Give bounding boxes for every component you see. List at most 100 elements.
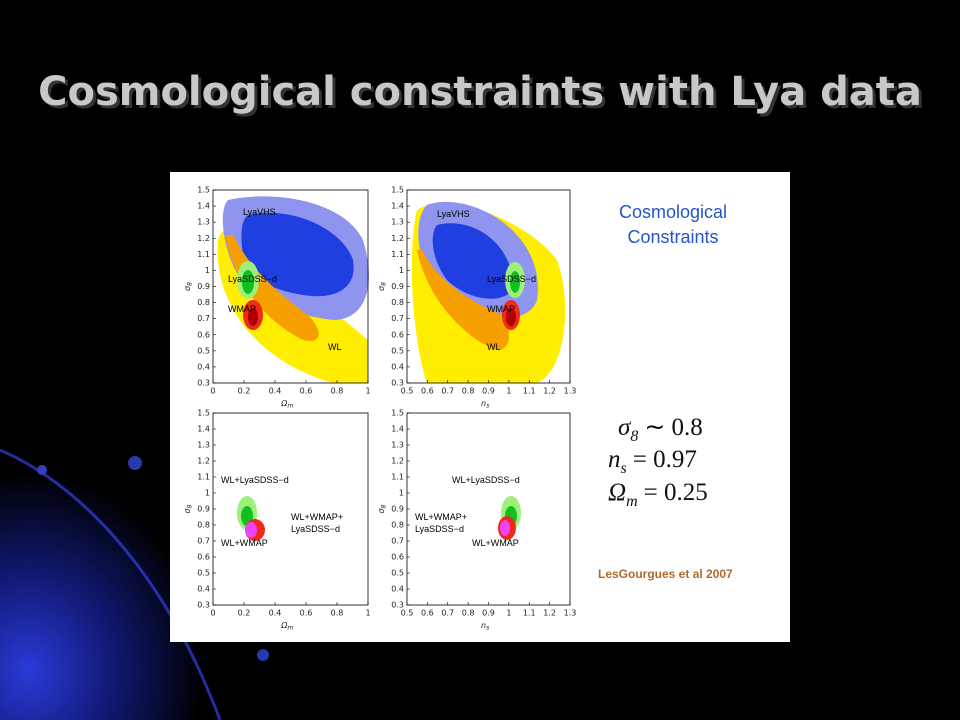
y-tick-label: 0.5 bbox=[197, 569, 210, 578]
x-tick-label: 0.4 bbox=[269, 387, 282, 396]
axis-label: ns bbox=[481, 621, 490, 632]
y-tick-label: 0.5 bbox=[391, 569, 404, 578]
x-tick-label: 0.6 bbox=[421, 387, 434, 396]
background-curve bbox=[0, 448, 222, 720]
x-tick-label: 1 bbox=[506, 609, 511, 618]
x-tick-label: 0.7 bbox=[441, 387, 454, 396]
y-tick-label: 1.2 bbox=[197, 234, 210, 243]
y-tick-label: 0.9 bbox=[391, 282, 404, 291]
axis-label: σ8 bbox=[377, 282, 388, 291]
annotation: WL+WMAP bbox=[472, 538, 519, 548]
annotation: WL bbox=[328, 342, 342, 352]
contours bbox=[237, 496, 265, 541]
decor-dot bbox=[37, 465, 47, 475]
y-tick-label: 0.5 bbox=[391, 346, 404, 355]
subscript: m bbox=[287, 403, 293, 410]
symbol: n bbox=[481, 621, 486, 630]
y-tick-label: 1.1 bbox=[391, 250, 404, 259]
slide-title: Cosmological constraints with Lya data bbox=[38, 69, 922, 115]
x-tick-label: 0.8 bbox=[462, 609, 475, 618]
x-tick-label: 0.5 bbox=[401, 609, 414, 618]
x-tick-label: 0.6 bbox=[300, 387, 313, 396]
annotation: WL+LyaSDSS−d bbox=[452, 475, 520, 485]
symbol: σ bbox=[183, 508, 192, 514]
subscript: 8 bbox=[381, 504, 388, 508]
annotation: WL+WMAP bbox=[221, 538, 268, 548]
y-tick-label: 1.5 bbox=[197, 186, 210, 195]
equation-rest: ∼ 0.8 bbox=[644, 414, 702, 441]
y-tick-label: 1.3 bbox=[197, 218, 210, 227]
symbol: σ bbox=[377, 285, 386, 291]
symbol: Ω bbox=[280, 621, 288, 630]
subscript: s bbox=[486, 403, 490, 410]
x-tick-label: 1.1 bbox=[523, 609, 536, 618]
axis-label: ns bbox=[481, 399, 490, 410]
y-tick-label: 1 bbox=[399, 266, 404, 275]
x-tick-label: 0.2 bbox=[238, 387, 251, 396]
annotation: LyaSDSS−d bbox=[291, 524, 340, 534]
symbol: Ω bbox=[608, 479, 626, 506]
y-tick-label: 0.4 bbox=[391, 585, 404, 594]
x-tick-label: 1.3 bbox=[564, 609, 577, 618]
y-tick-label: 1 bbox=[205, 266, 210, 275]
y-tick-label: 0.9 bbox=[197, 505, 210, 514]
x-tick-label: 0.9 bbox=[482, 609, 495, 618]
y-tick-label: 0.5 bbox=[197, 346, 210, 355]
y-tick-label: 1.1 bbox=[197, 250, 210, 259]
x-tick-label: 0.4 bbox=[269, 609, 282, 618]
annotation: LyaVHS bbox=[437, 209, 470, 219]
x-tick-label: 0.9 bbox=[482, 387, 495, 396]
x-tick-label: 0.8 bbox=[331, 609, 344, 618]
x-tick-label: 1.2 bbox=[543, 609, 556, 618]
axis-label: σ8 bbox=[183, 282, 194, 291]
annotation: LyaSDSS−d bbox=[415, 524, 464, 534]
y-tick-label: 1.4 bbox=[197, 202, 210, 211]
x-tick-label: 0.8 bbox=[462, 387, 475, 396]
annotation: WMAP bbox=[228, 304, 256, 314]
annotation: WMAP bbox=[487, 304, 515, 314]
title-shadow: Cosmological constraints with Lya data bbox=[41, 72, 925, 118]
y-tick-label: 1.5 bbox=[391, 186, 404, 195]
y-tick-label: 0.7 bbox=[391, 314, 404, 323]
y-tick-label: 1.4 bbox=[197, 425, 210, 434]
x-tick-label: 0.2 bbox=[238, 609, 251, 618]
y-tick-label: 0.4 bbox=[197, 362, 210, 371]
y-tick-label: 0.4 bbox=[197, 585, 210, 594]
annotation: WL+LyaSDSS−d bbox=[221, 475, 289, 485]
subscript: 8 bbox=[630, 428, 638, 445]
y-tick-label: 1.5 bbox=[197, 409, 210, 418]
y-tick-label: 0.7 bbox=[197, 537, 210, 546]
symbol: σ bbox=[377, 508, 386, 514]
y-tick-label: 0.3 bbox=[391, 379, 404, 388]
contours bbox=[411, 201, 566, 383]
symbol: n bbox=[481, 399, 486, 408]
y-tick-label: 1.5 bbox=[391, 409, 404, 418]
decor-dot bbox=[128, 456, 142, 470]
y-tick-label: 1.4 bbox=[391, 202, 404, 211]
symbol: σ bbox=[183, 285, 192, 291]
axis-label: σ8 bbox=[183, 504, 194, 513]
y-tick-label: 0.9 bbox=[391, 505, 404, 514]
x-tick-label: 0 bbox=[210, 387, 215, 396]
y-tick-label: 0.6 bbox=[197, 330, 210, 339]
y-tick-label: 0.9 bbox=[197, 282, 210, 291]
y-tick-label: 1.2 bbox=[197, 457, 210, 466]
y-tick-label: 0.3 bbox=[197, 601, 210, 610]
y-tick-label: 1.2 bbox=[391, 234, 404, 243]
y-tick-label: 0.8 bbox=[197, 298, 210, 307]
citation: LesGourgues et al 2007 bbox=[598, 567, 733, 581]
y-tick-label: 1.1 bbox=[391, 473, 404, 482]
subscript: m bbox=[287, 625, 293, 632]
symbol: n bbox=[608, 446, 621, 473]
annotation: LyaSDSS−d bbox=[487, 274, 536, 284]
subscript: 8 bbox=[187, 504, 194, 508]
equation: σ8 ∼ 0.8 bbox=[618, 414, 703, 445]
axis-label: σ8 bbox=[377, 504, 388, 513]
x-tick-label: 1.2 bbox=[543, 387, 556, 396]
annotation: LyaSDSS−d bbox=[228, 274, 277, 284]
y-tick-label: 0.3 bbox=[391, 601, 404, 610]
axis-label: Ωm bbox=[280, 621, 293, 632]
subscript: s bbox=[486, 625, 490, 632]
figure-heading: Constraints bbox=[627, 227, 718, 247]
